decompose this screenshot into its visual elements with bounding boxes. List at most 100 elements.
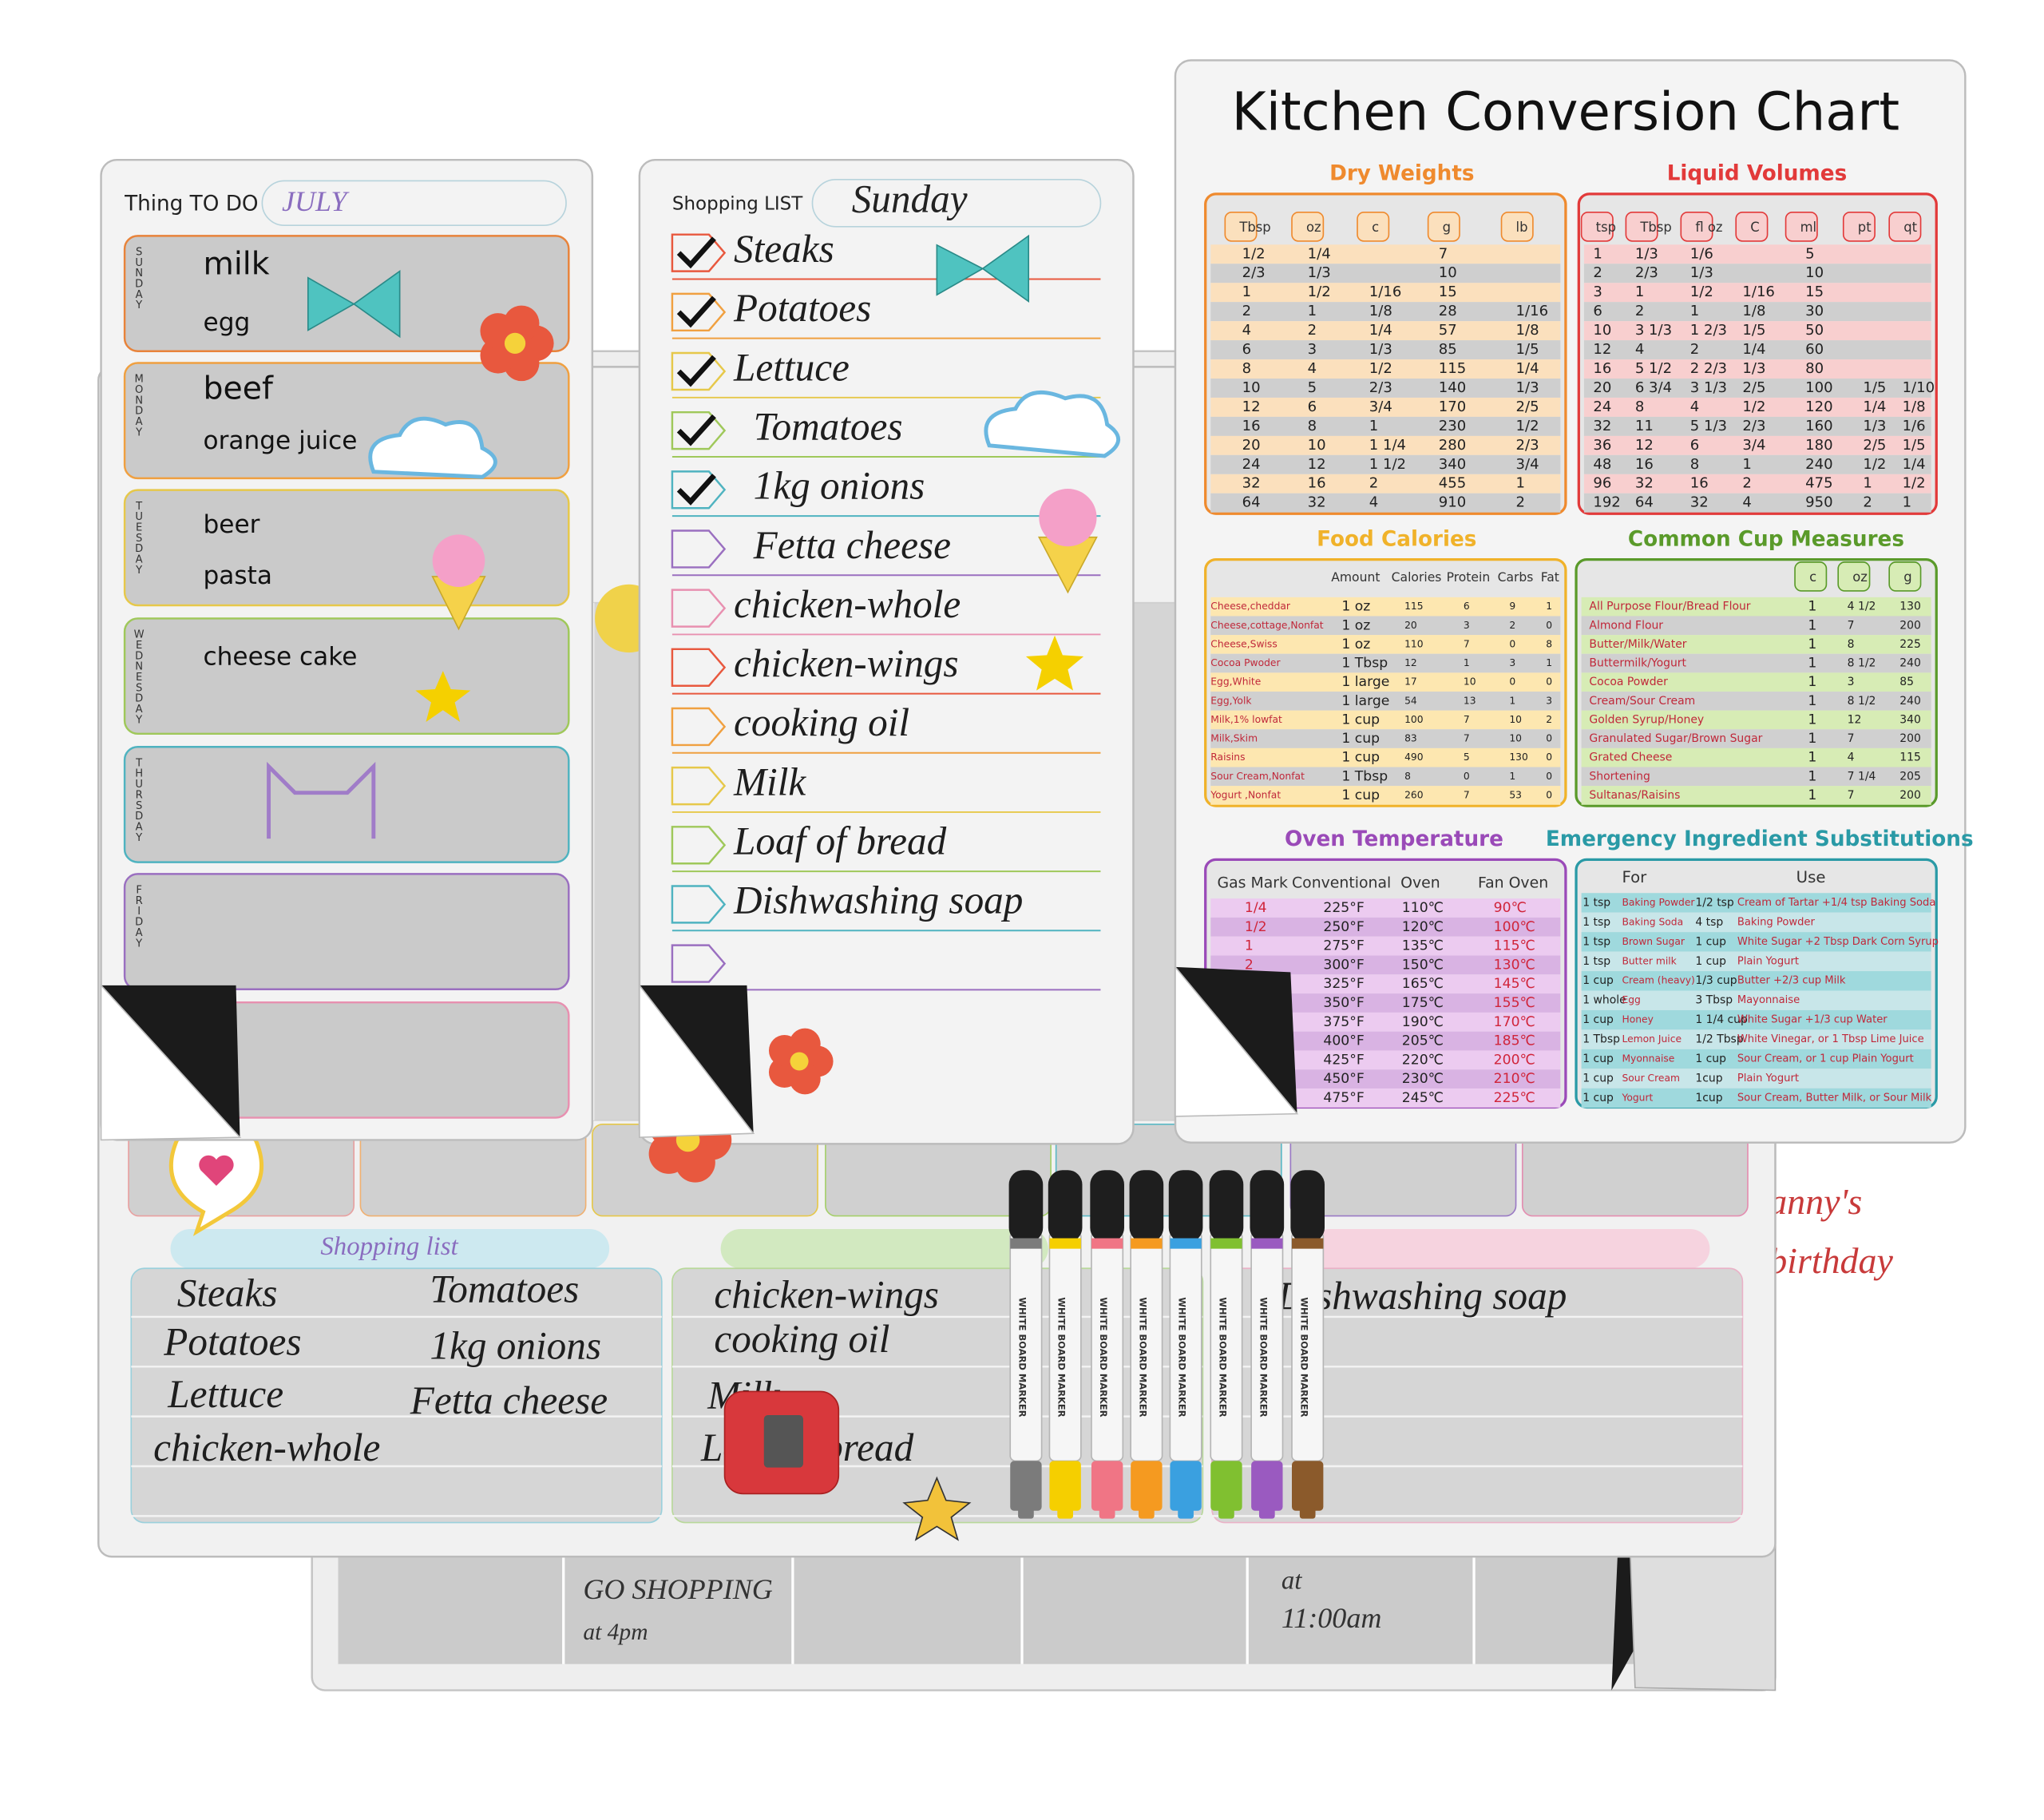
table-cell: 950 [1805, 494, 1832, 511]
table-cell: 205℃ [1402, 1033, 1444, 1049]
table-cell: 400°F [1323, 1033, 1364, 1049]
table-cell: 1 [1808, 617, 1816, 633]
table-cell: 7 [1464, 638, 1470, 649]
table-cell: 1 [1808, 656, 1816, 672]
bow [936, 234, 1030, 303]
shopping-item: Tomatoes [754, 404, 903, 448]
checkbox [671, 292, 727, 332]
table-cell: 2 2/3 [1690, 360, 1727, 377]
table-cell: 0 [1546, 771, 1552, 782]
table-row [1583, 283, 1931, 303]
table-cell: 325°F [1323, 976, 1364, 992]
table-row [1581, 932, 1931, 952]
table-cell: 1 [1509, 695, 1515, 706]
marker-label: WHITE BOARD MARKER [1298, 1297, 1309, 1417]
table-row [1581, 971, 1931, 991]
table-row [1210, 653, 1561, 673]
table-header: Carbs [1498, 570, 1534, 585]
table-cell: 1 1/4 [1369, 437, 1406, 454]
marker-tip [1218, 1508, 1234, 1519]
table-cell: 7 [1439, 245, 1448, 262]
table-cell: 1/2 Tbsp [1695, 1033, 1743, 1046]
table-cell: 3/4 [1516, 456, 1539, 473]
table-cell: 48 [1593, 456, 1611, 473]
table-cell: Lemon Juice [1622, 1033, 1682, 1045]
table-cell: All Purpose Flour/Bread Flour [1589, 601, 1750, 613]
table-cell: 260 [1404, 789, 1423, 800]
table-row [1210, 635, 1561, 654]
table-row [1210, 244, 1561, 264]
table-row [1581, 747, 1931, 767]
table-cell: 1 Tbsp [1341, 768, 1388, 784]
table-cell: 1 cup [1583, 974, 1614, 987]
table-row [1581, 786, 1931, 805]
table-cell: 12 [1593, 341, 1611, 358]
table-cell: 1/2 [1742, 398, 1765, 415]
table-cell: 7 [1848, 619, 1855, 632]
table-cell: 1 [1863, 475, 1872, 492]
table-cell: 6 [1242, 341, 1251, 358]
table-cell: 1/3 [1516, 379, 1539, 396]
marker-cap [1129, 1170, 1164, 1243]
table-cell: 2 [1863, 494, 1872, 511]
table-cell: 16 [1593, 360, 1611, 377]
marker-cap [1209, 1170, 1244, 1243]
shopping-item: chicken-wings [734, 641, 959, 685]
table-cell: Yogurt ,Nonfat [1210, 789, 1281, 800]
table-row [1210, 1088, 1561, 1108]
table-cell: 1 cup [1341, 750, 1380, 766]
table-row [1581, 912, 1931, 933]
table-cell: Myonnaise [1622, 1053, 1674, 1065]
table-cell: 1/3 [1863, 418, 1886, 434]
table-cell: 5 [1805, 245, 1814, 262]
bow [307, 270, 401, 339]
table-cell: 5 [1308, 379, 1317, 396]
table-cell: 4 [1308, 360, 1317, 377]
checkbox [671, 233, 727, 272]
table-cell: 910 [1439, 494, 1466, 511]
table-cell: 210℃ [1494, 1071, 1535, 1087]
label-bar-green [720, 1229, 1048, 1269]
table-cell: 280 [1439, 437, 1466, 454]
chart-title: Kitchen Conversion Chart [1232, 81, 1899, 142]
table-cell: 3 [1464, 620, 1470, 631]
table-cell: 4 tsp [1695, 916, 1723, 929]
shopping-item: Dishwashing soap [733, 878, 1023, 922]
table-cell: 1/8 [1903, 398, 1926, 415]
magnet-fold [1175, 965, 1299, 1117]
table-row [1581, 990, 1931, 1010]
table-cell: 1 tsp [1583, 935, 1610, 948]
checkbox [671, 470, 727, 510]
table-cell: 1/3 [1635, 245, 1658, 262]
table-row [1210, 936, 1561, 956]
table-cell: 240 [1899, 657, 1921, 670]
table-cell: 0 [1546, 620, 1552, 631]
day-box [123, 873, 570, 990]
todo-item: beer [204, 510, 260, 539]
table-header: lb [1516, 220, 1528, 235]
table-header: c [1809, 569, 1816, 585]
marker-band [1170, 1461, 1202, 1511]
table-cell: 12 [1242, 398, 1261, 415]
table-cell: Plain Yogurt [1737, 955, 1799, 967]
table-cell: 375°F [1323, 1014, 1364, 1030]
label-bar-blue [170, 1229, 610, 1269]
header-icon [1427, 211, 1460, 242]
table-cell: Granulated Sugar/Brown Sugar [1589, 732, 1762, 745]
table-row [1581, 1049, 1931, 1069]
table-row [1583, 340, 1931, 360]
table-row [1210, 435, 1561, 455]
table-cell: 1 tsp [1583, 955, 1610, 968]
table-cell: 350°F [1323, 995, 1364, 1011]
table-header: g [1443, 220, 1451, 235]
header-icon [1224, 211, 1258, 242]
table-cell: 1 [1509, 771, 1515, 782]
table-header: oz [1852, 569, 1868, 585]
table-cell: 1/8 [1742, 303, 1765, 319]
table-cell: 1 cup [1583, 1053, 1614, 1065]
table-cell: 1 Tbsp [1341, 656, 1388, 672]
list-box [130, 1267, 663, 1524]
table-cell: 15 [1439, 284, 1457, 300]
day-box [123, 617, 570, 736]
table-row [1210, 321, 1561, 341]
